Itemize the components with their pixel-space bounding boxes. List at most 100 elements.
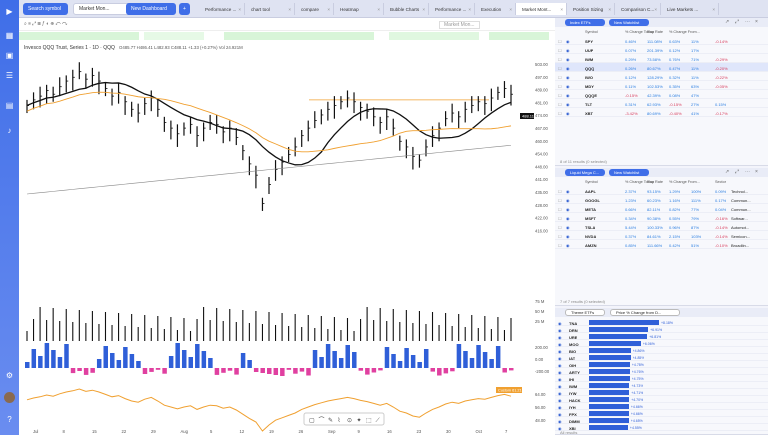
row-checkbox[interactable]: ☐ — [558, 188, 562, 194]
draw-tool-icon[interactable]: ⟋ — [376, 417, 381, 424]
close-icon[interactable]: × — [712, 6, 715, 12]
close-icon[interactable]: × — [608, 6, 611, 12]
close-icon[interactable]: × — [468, 6, 471, 12]
draw-tool-icon[interactable]: ⬚ — [366, 418, 372, 424]
bar-row[interactable]: ◉ FPX +4.66% — [555, 410, 768, 417]
row-checkbox[interactable]: ☐ — [558, 206, 562, 212]
draw-tool-icon[interactable]: ⌇ — [338, 417, 341, 424]
column-header[interactable]: Run Rate — [647, 179, 664, 184]
search-symbol-button[interactable]: Search symbol — [23, 3, 68, 15]
bar-row[interactable]: ◉ XBI +4.55% — [555, 424, 768, 431]
tab-5[interactable]: Performance ... × — [429, 3, 475, 15]
chart-panel[interactable]: ⌕ ⏸ ⤢ ⊞ ƒ ◐ ⊕ ↶ ↷ Market Mon... Invesco … — [19, 18, 555, 435]
bar-row[interactable]: ◉ IWM +4.73% — [555, 382, 768, 389]
row-checkbox[interactable]: ☐ — [558, 56, 562, 62]
grid-icon[interactable]: ▦ — [5, 31, 14, 40]
metric-select[interactable]: Price % Change from D... — [610, 309, 680, 316]
bar-row[interactable]: ◉ DRN +6.91% — [555, 326, 768, 333]
column-header[interactable]: % Change Today — [625, 29, 654, 34]
bar-row[interactable]: ◉ IYW +4.71% — [555, 389, 768, 396]
close-icon[interactable]: × — [327, 6, 330, 12]
row-checkbox[interactable]: ☐ — [558, 38, 562, 44]
tab-10[interactable]: Live Markets ... × — [661, 3, 719, 15]
table-row[interactable]: ☐ ◉ MSFT 0.34% 90.38% 0.55% 79% -0.16% Softwar..… — [555, 213, 768, 222]
row-checkbox[interactable]: ☐ — [558, 101, 562, 107]
watchlist-action-icon[interactable]: ⤢ — [735, 169, 740, 175]
watchlist-action-icon[interactable]: × — [755, 19, 758, 25]
close-icon[interactable]: × — [509, 6, 512, 12]
table-row[interactable]: ☐ ◉ UUP 0.07% 201.39% 0.12% 17% — [555, 45, 768, 54]
bar-row[interactable]: ◉ MOO +6.06% — [555, 340, 768, 347]
chart-icon[interactable]: ▤ — [5, 101, 14, 110]
watchlist-action-icon[interactable]: ⤢ — [735, 19, 740, 25]
table-row[interactable]: ☐ ◉ QQQE -0.15% 42.39% 0.08% 47% — [555, 90, 768, 99]
watchlist-action-icon[interactable]: × — [755, 169, 758, 175]
row-checkbox[interactable]: ☐ — [558, 242, 562, 248]
new-watchlist-button[interactable]: New Watchlist — [609, 169, 649, 176]
column-header[interactable]: Symbol — [585, 29, 598, 34]
row-checkbox[interactable]: ☐ — [558, 224, 562, 230]
layout-icon[interactable]: ▣ — [5, 51, 14, 60]
table-row[interactable]: ☐ ◉ META 0.66% 82.11% 0.82% 77% 0.04% Commun... — [555, 204, 768, 213]
close-icon[interactable]: × — [238, 6, 241, 12]
table-row[interactable]: ☐ ◉ MDY 0.11% 102.53% 0.35% 63% -0.05% — [555, 81, 768, 90]
bar-row[interactable]: ◉ BIO +4.86% — [555, 347, 768, 354]
bar-row[interactable]: ◉ IHI +4.75% — [555, 375, 768, 382]
draw-tool-icon[interactable]: ✦ — [357, 417, 362, 424]
tab-9[interactable]: Comparison C... × — [615, 3, 661, 15]
column-header[interactable]: % Change From... — [669, 179, 700, 184]
table-row[interactable]: ☐ ◉ IWO 0.12% 128.29% 0.32% 11% -0.22% — [555, 72, 768, 81]
table-row[interactable]: ☐ ◉ TSLA 5.44% 100.33% 0.96% 87% -0.14% Automot.… — [555, 222, 768, 231]
table-row[interactable]: ☐ ◉ TLT 0.31% 62.93% -0.15% 27% 0.15% — [555, 99, 768, 108]
close-icon[interactable]: × — [422, 6, 425, 12]
row-checkbox[interactable]: ☐ — [558, 233, 562, 239]
table-row[interactable]: ☐ ◉ SPY 0.46% 111.08% 0.63% 11% -0.14% — [555, 36, 768, 45]
bar-row[interactable]: ◉ IAT +4.85% — [555, 354, 768, 361]
table-row[interactable]: ☐ ◉ AAPL 2.37% 93.15% 1.29% 100% 0.09% Technol..… — [555, 186, 768, 195]
row-checkbox[interactable]: ☐ — [558, 47, 562, 53]
draw-tool-icon[interactable]: ⊙ — [347, 418, 352, 424]
bar-row[interactable]: ◉ TNA +8.18% — [555, 319, 768, 326]
table-row[interactable]: ☐ ◉ AMZN 0.85% 111.66% 0.42% 51% -0.10% Broadlin… — [555, 240, 768, 249]
logo-icon[interactable]: ▶ — [6, 7, 13, 16]
bar-row[interactable]: ◉ ARTY +4.76% — [555, 368, 768, 375]
tab-0[interactable]: Performance ... × — [199, 3, 245, 15]
watchlist-select[interactable]: Index ETFs — [565, 19, 605, 26]
tab-1[interactable]: chart tool × — [245, 3, 295, 15]
watchlist-select[interactable]: Liquid Mega C... — [565, 169, 605, 176]
bar-row[interactable]: ◉ IYH +4.66% — [555, 403, 768, 410]
chart-tool-icons[interactable]: ⌕ ⏸ ⤢ ⊞ ƒ ◐ ⊕ ↶ ↷ — [24, 21, 68, 27]
price-chart[interactable]: Invesco QQQ Trust, Series 1 · 1D · QQQ O4… — [19, 41, 555, 435]
close-icon[interactable]: × — [377, 6, 380, 12]
close-icon[interactable]: × — [560, 6, 563, 12]
tab-6[interactable]: Execution × — [475, 3, 516, 15]
row-checkbox[interactable]: ☐ — [558, 83, 562, 89]
market-select[interactable]: Market Mon... — [439, 21, 480, 29]
column-header[interactable]: Symbol — [585, 179, 598, 184]
row-checkbox[interactable]: ☐ — [558, 92, 562, 98]
draw-tool-icon[interactable]: ▢ — [309, 418, 315, 424]
draw-tool-icon[interactable]: ✎ — [328, 417, 333, 424]
table-row[interactable]: ☐ ◉ QQQ 0.26% 80.67% 0.47% 11% -0.20% — [555, 63, 768, 72]
column-header[interactable]: Sector — [715, 179, 726, 184]
bar-row[interactable]: ◉ DIMM +4.65% — [555, 417, 768, 424]
new-watchlist-button[interactable]: New Watchlist — [609, 19, 649, 26]
column-header[interactable]: % Change From... — [669, 29, 700, 34]
column-header[interactable]: Run Rate — [647, 29, 664, 34]
row-checkbox[interactable]: ☐ — [558, 74, 562, 80]
tab-8[interactable]: Position Sizing × — [567, 3, 615, 15]
bar-row[interactable]: ◉ HACK +4.70% — [555, 396, 768, 403]
tab-4[interactable]: Bubble Charts × — [384, 3, 429, 15]
bell-icon[interactable]: ♪ — [7, 126, 12, 135]
table-row[interactable]: ☐ ◉ GOOGL 1.23% 60.23% 1.16% 111% 0.17% Commun..… — [555, 195, 768, 204]
watchlist-action-icon[interactable]: ↗ — [725, 169, 730, 175]
table-row[interactable]: ☐ ◉ XBT -3.42% 80.69% -0.40% 41% -0.17% — [555, 108, 768, 117]
row-checkbox[interactable]: ☐ — [558, 215, 562, 221]
row-checkbox[interactable]: ☐ — [558, 197, 562, 203]
add-tab-button[interactable]: + — [179, 3, 190, 15]
list-icon[interactable]: ☰ — [5, 71, 14, 80]
new-dashboard-button[interactable]: New Dashboard — [126, 3, 176, 15]
table-row[interactable]: ☐ ◉ IWM 0.29% 73.58% 0.76% 71% -0.29% — [555, 54, 768, 63]
close-icon[interactable]: × — [654, 6, 657, 12]
settings-icon[interactable]: ⚙ — [5, 371, 14, 380]
